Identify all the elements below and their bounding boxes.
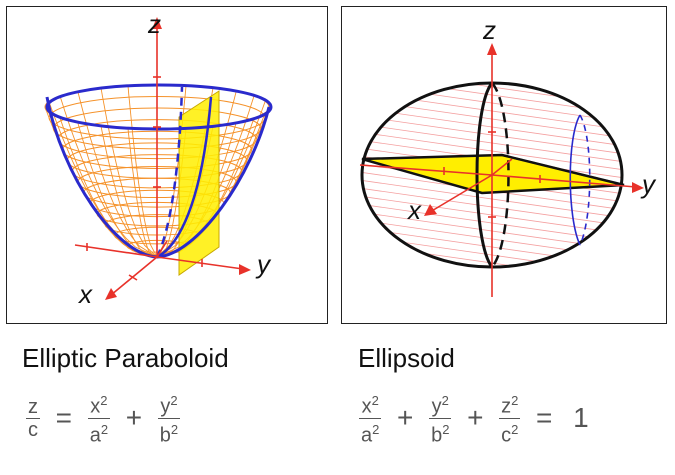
z-term-numerator: z2 — [499, 390, 520, 418]
b-exponent: 2 — [442, 421, 450, 437]
plus-sign: + — [397, 402, 414, 434]
paraboloid-equation: z c = x2 a2 + y2 b2 — [24, 390, 182, 446]
x-term-fraction: x2 a2 — [359, 390, 382, 447]
paraboloid-rim-trace — [45, 83, 273, 131]
paraboloid-axes — [74, 25, 244, 296]
b-symbol: b — [159, 424, 171, 447]
paraboloid-title: Elliptic Paraboloid — [22, 343, 229, 373]
x-term-fraction: x2 a2 — [87, 390, 111, 447]
equals-sign: = — [55, 402, 73, 434]
y-exponent: 2 — [441, 393, 449, 408]
mesh-line — [352, 7, 632, 11]
x-term-numerator: x2 — [359, 390, 381, 418]
a-exponent: 2 — [100, 421, 109, 437]
rhs-value: 1 — [573, 402, 589, 434]
lhs-fraction: z c — [26, 396, 40, 441]
paraboloid-z-label: z — [147, 9, 161, 39]
equals-sign: = — [536, 402, 553, 434]
a-symbol: a — [361, 424, 373, 447]
x-exponent: 2 — [371, 393, 379, 408]
b-symbol: b — [431, 424, 443, 447]
x-symbol: x — [90, 395, 101, 418]
ellipsoid-axes — [359, 51, 637, 297]
a-symbol: a — [89, 424, 101, 447]
ellipsoid-title: Ellipsoid — [358, 343, 455, 373]
mesh-meridian — [59, 95, 158, 258]
y-exponent: 2 — [170, 393, 178, 408]
paraboloid-z-arrow — [152, 17, 162, 29]
x-symbol: x — [361, 395, 372, 418]
mesh-meridian — [77, 91, 158, 258]
mesh-line — [352, 299, 632, 325]
ellipsoid-y-label: y — [640, 169, 657, 199]
paraboloid-x-arrow — [105, 288, 117, 300]
ellipsoid-equation: x2 a2 + y2 b2 + z2 c2 = 1 — [357, 390, 596, 446]
ellipsoid-x-arrow — [424, 204, 437, 216]
z-symbol: z — [501, 395, 512, 418]
y-symbol: y — [431, 395, 442, 418]
y-term-fraction: y2 b2 — [157, 390, 181, 447]
y-symbol: y — [160, 395, 171, 418]
b-exponent: 2 — [170, 421, 179, 437]
y-term-numerator: y2 — [158, 390, 180, 418]
x-term-denominator: a2 — [359, 417, 382, 447]
x-term-denominator: a2 — [87, 417, 111, 447]
x-exponent: 2 — [100, 393, 108, 408]
z-term-denominator: c2 — [499, 417, 521, 447]
y-term-numerator: y2 — [429, 390, 451, 418]
lhs-numerator: z — [28, 395, 38, 418]
lhs-denominator: c — [26, 417, 40, 441]
ellipsoid-equator-back — [501, 154, 625, 186]
y-term-fraction: y2 b2 — [429, 390, 452, 447]
mesh-meridian — [100, 87, 158, 258]
x-term-numerator: x2 — [88, 390, 110, 418]
paraboloid-y-arrow — [239, 264, 251, 275]
paraboloid-section-back-trace — [155, 86, 184, 258]
paraboloid-figure: z y x — [44, 9, 273, 309]
ellipsoid-z-arrow — [487, 43, 497, 55]
paraboloid-x-label: x — [77, 279, 93, 309]
paraboloid-section-trace — [156, 96, 213, 259]
ellipsoid-z-label: z — [482, 15, 496, 45]
plus-sign: + — [467, 402, 484, 434]
c-exponent: 2 — [511, 421, 519, 437]
c-symbol: c — [501, 424, 512, 447]
mesh-meridian — [77, 122, 158, 258]
a-exponent: 2 — [372, 421, 380, 437]
ellipsoid-section-front — [569, 114, 581, 246]
ellipsoid-y-arrow — [632, 182, 644, 193]
paraboloid-panel: z y x — [6, 6, 328, 324]
ellipsoid-x-label: x — [406, 195, 422, 225]
paraboloid-y-label: y — [255, 249, 272, 279]
ellipsoid-figure: z y x — [352, 7, 657, 325]
z-exponent: 2 — [511, 393, 519, 408]
ellipsoid-panel: z y x — [341, 6, 667, 324]
mesh-meridian — [127, 128, 158, 258]
y-term-denominator: b2 — [429, 417, 452, 447]
plus-sign: + — [125, 402, 143, 434]
z-term-fraction: z2 c2 — [499, 390, 521, 447]
mesh-meridian — [127, 85, 158, 258]
y-term-denominator: b2 — [157, 417, 181, 447]
